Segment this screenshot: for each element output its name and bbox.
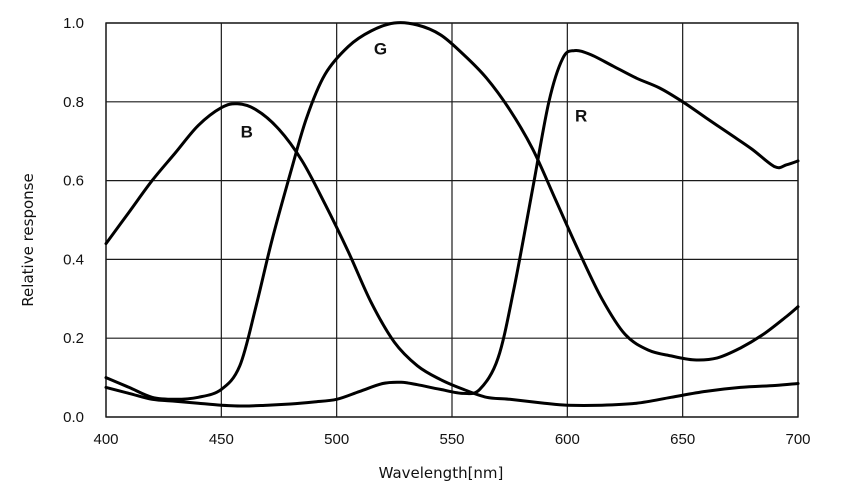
gridlines	[105, 22, 799, 418]
x-tick-label: 700	[785, 431, 810, 448]
y-tick-label: 1.0	[63, 15, 84, 32]
series-line-b	[104, 102, 800, 407]
y-axis-label: Relative response	[19, 173, 37, 306]
series-label-g: G	[374, 40, 387, 59]
x-tick-label: 550	[439, 431, 464, 448]
series-label-r: R	[575, 107, 587, 126]
y-tick-label: 0.6	[63, 173, 84, 190]
series-labels: B G R	[241, 40, 588, 142]
y-axis-ticks: 0.0 0.2 0.4 0.6 0.8 1.0	[63, 15, 84, 426]
x-tick-label: 500	[324, 431, 349, 448]
plot-frame	[105, 22, 799, 418]
x-tick-label: 400	[93, 431, 118, 448]
x-axis-ticks: 400 450 500 550 600 650 700	[93, 431, 810, 448]
series-line-r	[104, 48, 800, 408]
x-tick-label: 600	[555, 431, 580, 448]
y-tick-label: 0.4	[63, 251, 84, 268]
x-tick-label: 650	[670, 431, 695, 448]
series-line-g	[104, 21, 800, 401]
y-tick-label: 0.0	[63, 409, 84, 426]
y-tick-label: 0.2	[63, 330, 84, 347]
x-tick-label: 450	[209, 431, 234, 448]
y-tick-label: 0.8	[63, 94, 84, 111]
x-axis-label: Wavelength[nm]	[379, 464, 504, 482]
series-label-b: B	[241, 122, 253, 141]
series-curves	[104, 21, 800, 408]
